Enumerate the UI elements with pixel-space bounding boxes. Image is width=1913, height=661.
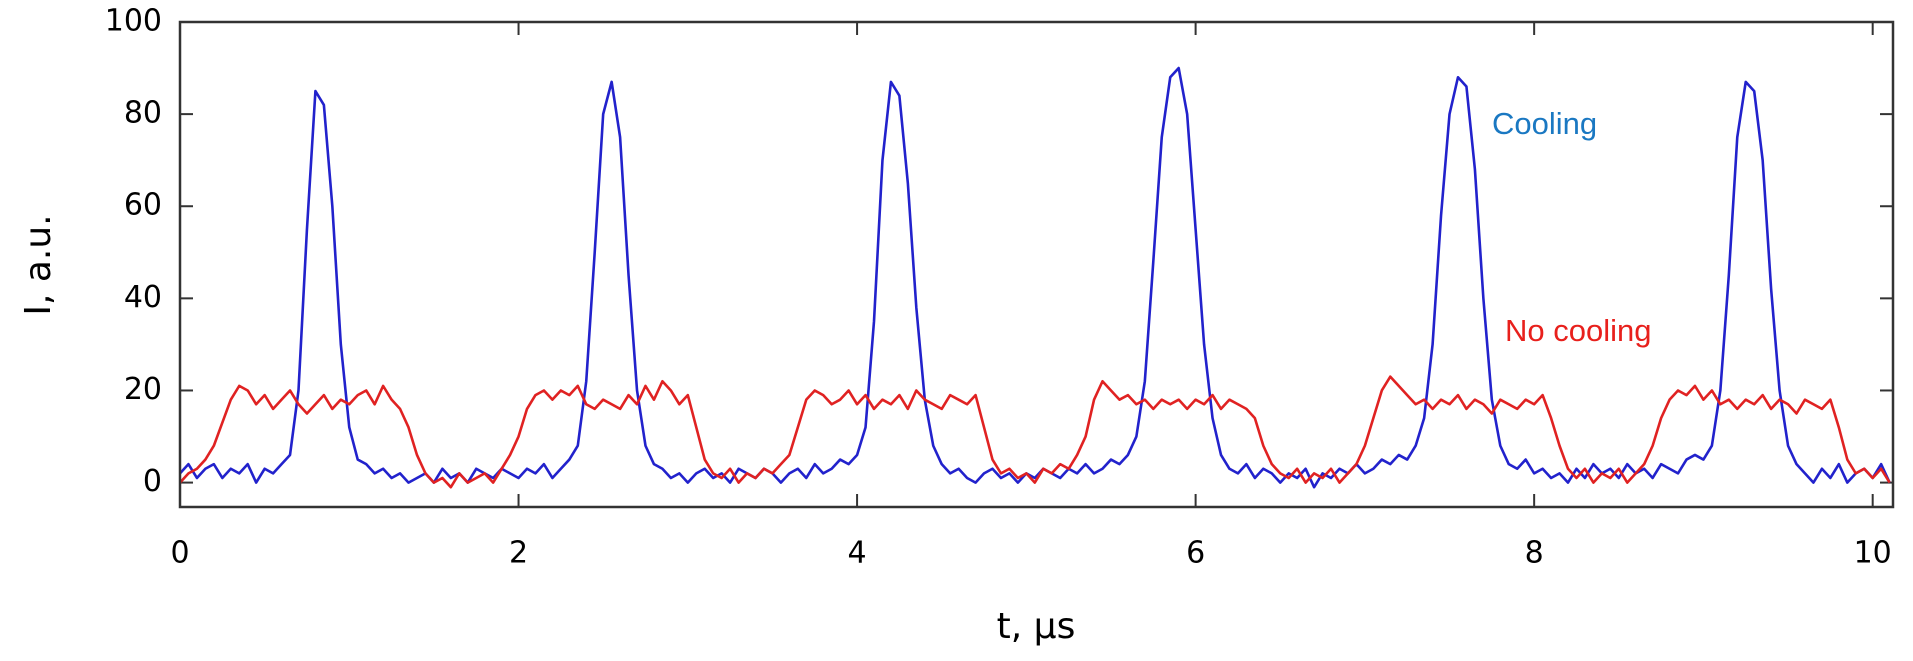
x-tick-label: 2 (509, 536, 528, 571)
x-tick-label: 10 (1854, 536, 1892, 571)
x-tick-label: 4 (848, 536, 867, 571)
y-tick-label: 0 (143, 464, 162, 499)
y-tick-label: 60 (124, 188, 162, 223)
x-tick-label: 8 (1525, 536, 1544, 571)
series-line (179, 66, 1891, 489)
plot-frame (178, 20, 1895, 509)
y-tick-label: 80 (124, 96, 162, 131)
series-line (179, 375, 1891, 489)
y-axis-title: I, a.u. (18, 214, 59, 315)
y-tick-label: 20 (124, 372, 162, 407)
series-label: Cooling (1492, 106, 1597, 141)
y-tick-label: 40 (124, 280, 162, 315)
y-tick-label: 100 (105, 4, 162, 39)
x-axis-title: t, µs (997, 606, 1076, 647)
x-tick-label: 0 (170, 536, 189, 571)
x-tick-label: 6 (1186, 536, 1205, 571)
series-label: No cooling (1505, 313, 1651, 348)
